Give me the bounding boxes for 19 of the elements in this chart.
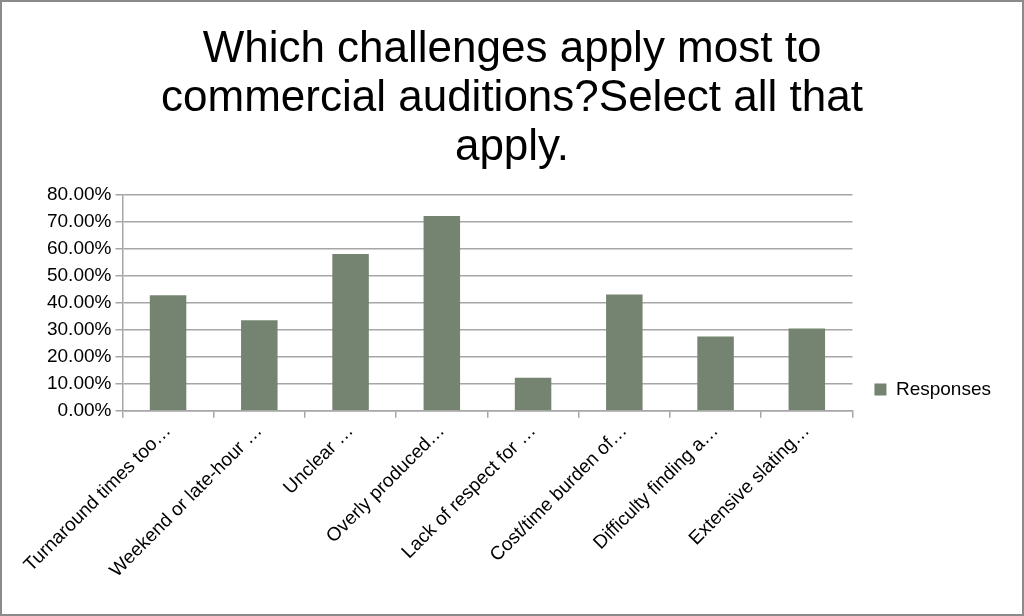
bar [606, 294, 643, 411]
y-tick-label: 60.00% [46, 237, 112, 259]
bar [332, 254, 369, 411]
bar [149, 295, 187, 411]
y-tick-label: 20.00% [46, 345, 112, 367]
bar [423, 216, 461, 411]
bar [514, 377, 552, 411]
y-tick-label: 10.00% [46, 372, 112, 394]
chart-title: Which challenges apply most to commercial auditions?Select all that apply. [160, 22, 864, 169]
bar [241, 320, 278, 411]
y-tick-label: 70.00% [46, 210, 112, 232]
legend-label: Responses [895, 377, 992, 399]
y-tick-label: 40.00% [46, 291, 112, 313]
bar [697, 336, 734, 411]
y-tick-label: 50.00% [46, 264, 112, 286]
bar [788, 328, 826, 411]
y-tick-label: 80.00% [46, 183, 112, 205]
y-tick-label: 0.00% [57, 398, 112, 420]
y-tick-label: 30.00% [46, 318, 112, 340]
